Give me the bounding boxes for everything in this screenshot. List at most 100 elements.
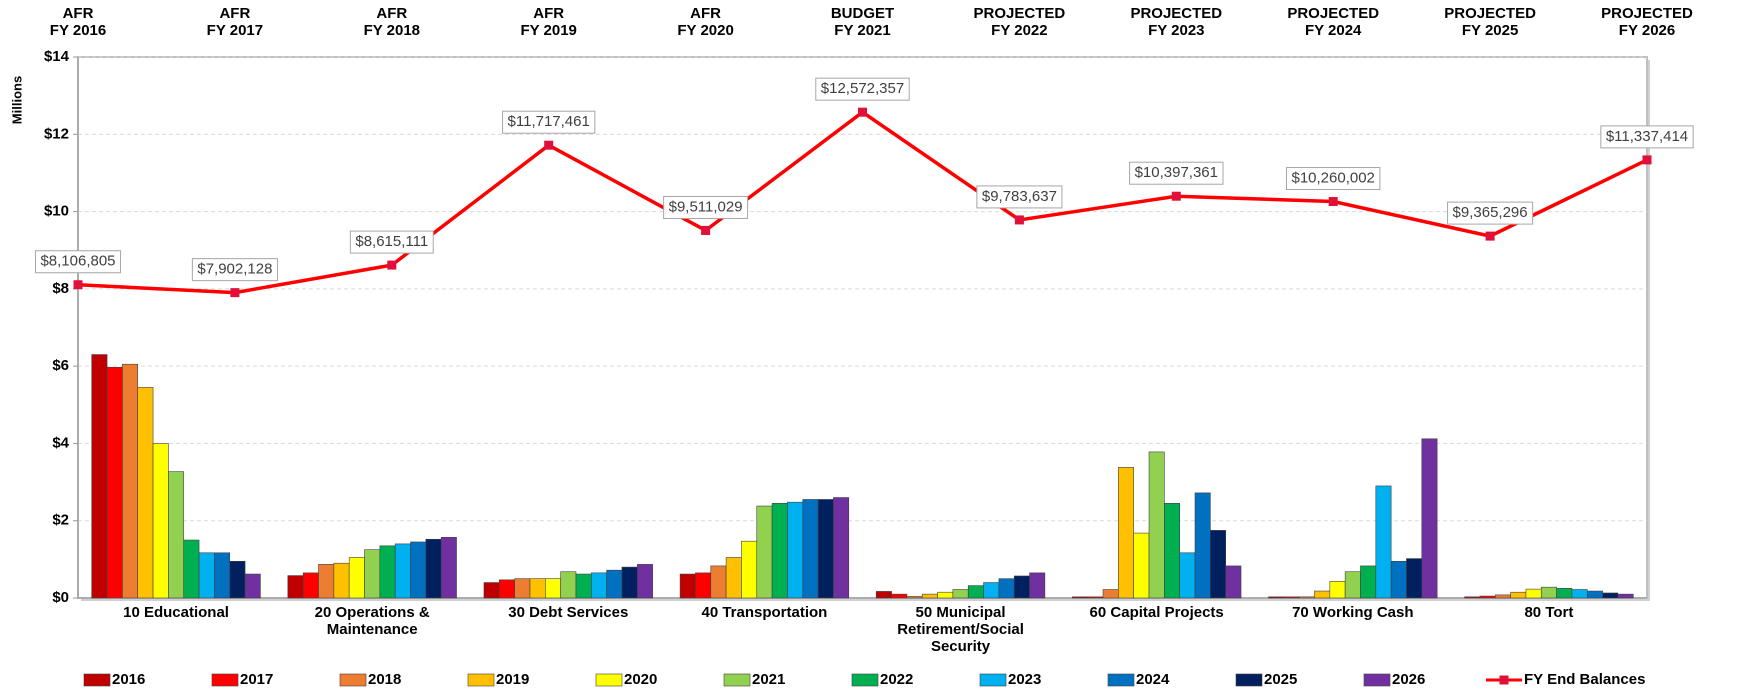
bar xyxy=(287,575,304,599)
bar xyxy=(983,582,1000,599)
legend-label: 2016 xyxy=(112,671,145,688)
bar xyxy=(1421,438,1438,599)
bar xyxy=(606,569,623,599)
x-tick-label: 10 Educational xyxy=(123,604,229,621)
bar xyxy=(1029,572,1046,599)
bar xyxy=(1118,467,1134,599)
bar xyxy=(1298,596,1315,599)
y-tick-label: $12 xyxy=(44,125,69,142)
bar xyxy=(229,560,246,599)
line-marker xyxy=(1328,197,1338,207)
bar xyxy=(875,591,892,599)
bar xyxy=(1344,571,1361,599)
bar xyxy=(425,538,442,599)
legend-swatch xyxy=(339,673,367,687)
legend-label: 2025 xyxy=(1264,671,1297,688)
data-label: $7,902,128 xyxy=(197,261,272,278)
legend-label: FY End Balances xyxy=(1524,671,1645,688)
bar xyxy=(1510,591,1527,599)
bar xyxy=(560,571,577,599)
bar xyxy=(1494,594,1511,599)
data-label-box xyxy=(349,230,434,254)
data-label: $10,260,002 xyxy=(1291,169,1374,186)
legend-swatch xyxy=(595,673,623,687)
top-category-label: PROJECTED FY 2023 xyxy=(1130,5,1223,39)
y-tick-label: $4 xyxy=(52,434,69,451)
bar xyxy=(679,573,696,599)
x-tick-label: 30 Debt Services xyxy=(508,604,629,621)
x-tick-label: 20 Operations & Maintenance xyxy=(314,604,430,638)
bar xyxy=(1540,586,1557,599)
bar xyxy=(621,566,638,599)
bar xyxy=(1194,492,1211,599)
bar xyxy=(833,497,850,599)
top-category-label: PROJECTED FY 2026 xyxy=(1601,5,1693,39)
x-tick-label: 50 Municipal Retirement/Social Security xyxy=(897,604,1024,655)
bar xyxy=(302,572,319,599)
bar xyxy=(967,585,984,599)
bar xyxy=(1164,503,1180,599)
bar xyxy=(1283,596,1300,599)
bar xyxy=(1602,592,1619,599)
bar xyxy=(91,354,108,599)
bar xyxy=(771,503,788,599)
legend-swatch xyxy=(1363,673,1391,687)
top-category-label: AFR FY 2019 xyxy=(520,5,577,39)
bar xyxy=(152,443,169,599)
bar xyxy=(545,578,561,599)
line-marker xyxy=(1014,215,1024,225)
bar xyxy=(1314,590,1331,599)
legend-label: 2021 xyxy=(752,671,785,688)
bar xyxy=(575,573,592,599)
bar xyxy=(891,593,908,599)
legend-swatch xyxy=(467,673,495,687)
data-label-box xyxy=(976,185,1063,209)
bar xyxy=(921,593,938,599)
legend-swatch xyxy=(1235,673,1263,687)
bar xyxy=(906,596,923,599)
y-tick-label: $2 xyxy=(52,512,69,529)
bar xyxy=(514,578,531,599)
bar xyxy=(318,564,335,599)
y-axis-title: Millions xyxy=(9,76,24,124)
line-marker xyxy=(858,107,867,117)
y-tick-label: $6 xyxy=(52,357,69,374)
line-marker xyxy=(1171,191,1181,201)
data-label: $9,783,637 xyxy=(982,188,1057,205)
data-label-box xyxy=(1285,167,1381,191)
bar xyxy=(529,578,546,599)
x-tick-label: 70 Working Cash xyxy=(1292,604,1414,621)
data-label: $11,717,461 xyxy=(508,113,590,130)
bar xyxy=(802,499,819,599)
bar xyxy=(348,557,365,599)
legend-swatch xyxy=(83,673,111,687)
legend-swatch xyxy=(723,673,751,687)
bar xyxy=(410,541,427,599)
bar xyxy=(695,572,712,599)
data-label: $8,615,111 xyxy=(355,233,428,250)
bar xyxy=(637,564,653,599)
bar xyxy=(1225,565,1242,599)
data-label: $10,397,361 xyxy=(1135,164,1218,181)
line-marker xyxy=(544,140,554,150)
legend-swatch xyxy=(211,673,239,687)
x-tick-label: 60 Capital Projects xyxy=(1089,604,1224,621)
top-category-label: AFR FY 2017 xyxy=(206,5,264,39)
data-label: $9,365,296 xyxy=(1453,204,1528,221)
line-marker xyxy=(1485,231,1495,241)
top-category-label: AFR FY 2018 xyxy=(363,5,421,39)
bar xyxy=(106,367,123,599)
bar xyxy=(756,505,773,599)
x-tick-label: 40 Transportation xyxy=(701,604,828,621)
data-label-box xyxy=(815,77,910,101)
bar xyxy=(952,589,969,599)
bar xyxy=(1329,581,1346,599)
bar xyxy=(1571,589,1588,599)
bar xyxy=(1133,532,1150,599)
data-label-box xyxy=(34,250,122,274)
legend-swatch xyxy=(979,673,1007,687)
bar xyxy=(183,539,200,599)
bar xyxy=(122,363,139,599)
bar xyxy=(1102,589,1119,599)
